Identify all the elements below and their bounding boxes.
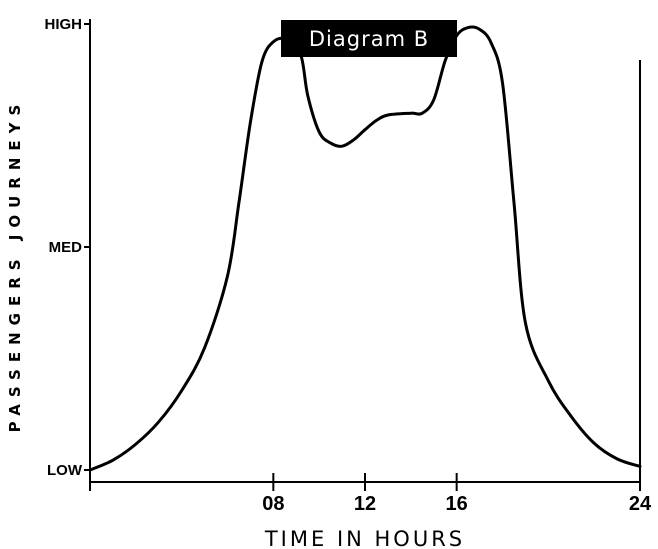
title-box [281, 20, 457, 57]
x-tick-label: 08 [262, 493, 284, 515]
x-tick-label: 12 [354, 493, 376, 515]
labels: LOW MED HIGH 08 12 16 24 TIME IN HOURS PASSENGER… [6, 16, 652, 549]
plot-area [88, 25, 642, 472]
x-tick-label: 16 [446, 493, 468, 515]
series-line-0 [88, 25, 642, 472]
chart-title: Diagram B [309, 27, 429, 51]
y-tick-label: HIGH [45, 16, 83, 33]
x-axis-title: TIME IN HOURS [264, 527, 465, 549]
y-tick-label: LOW [47, 462, 83, 479]
y-axis-title: PASSENGERS JOURNEYS [6, 98, 24, 433]
axes [84, 19, 641, 491]
y-tick-label: MED [49, 239, 83, 256]
x-tick-label: 24 [629, 493, 652, 515]
